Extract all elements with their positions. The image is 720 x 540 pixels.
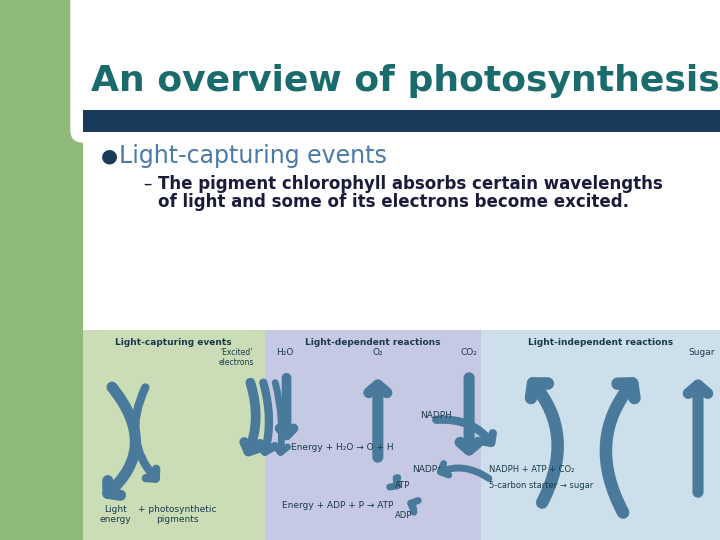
Bar: [83, 0, 203, 120]
FancyBboxPatch shape: [71, 0, 225, 142]
Text: ●: ●: [101, 146, 118, 165]
Text: Light-independent reactions: Light-independent reactions: [528, 338, 673, 347]
Text: –: –: [143, 175, 151, 193]
Bar: [481, 330, 720, 540]
Bar: [264, 330, 481, 540]
Text: Light-capturing events: Light-capturing events: [119, 144, 387, 168]
Text: Light-dependent reactions: Light-dependent reactions: [305, 338, 441, 347]
Text: Light
energy: Light energy: [100, 505, 132, 524]
Text: NADP⁺: NADP⁺: [412, 465, 441, 475]
Text: NADPH: NADPH: [420, 410, 452, 420]
Text: 'Excited'
electrons: 'Excited' electrons: [219, 348, 254, 367]
Text: Energy + ADP + P → ATP: Energy + ADP + P → ATP: [282, 501, 393, 510]
Text: O₂: O₂: [372, 348, 383, 357]
Text: The pigment chlorophyll absorbs certain wavelengths: The pigment chlorophyll absorbs certain …: [158, 175, 662, 193]
Text: An overview of photosynthesis: An overview of photosynthesis: [91, 64, 720, 98]
Text: H₂O: H₂O: [276, 348, 293, 357]
Bar: [83, 0, 720, 540]
Text: ADP: ADP: [395, 510, 412, 519]
Bar: [83, 110, 720, 132]
Text: Energy + H₂O → O + H: Energy + H₂O → O + H: [291, 443, 393, 453]
Text: of light and some of its electrons become excited.: of light and some of its electrons becom…: [158, 193, 629, 211]
Text: 5-carbon starter → sugar: 5-carbon starter → sugar: [489, 481, 593, 489]
Text: NADPH + ATP + CO₂: NADPH + ATP + CO₂: [489, 465, 575, 475]
Bar: [0, 0, 83, 540]
Text: Light-capturing events: Light-capturing events: [115, 338, 232, 347]
Text: + photosynthetic
pigments: + photosynthetic pigments: [138, 505, 217, 524]
Bar: [83, 330, 264, 540]
Text: ATP: ATP: [395, 481, 410, 489]
Text: Sugar: Sugar: [689, 348, 715, 357]
Text: CO₂: CO₂: [461, 348, 477, 357]
